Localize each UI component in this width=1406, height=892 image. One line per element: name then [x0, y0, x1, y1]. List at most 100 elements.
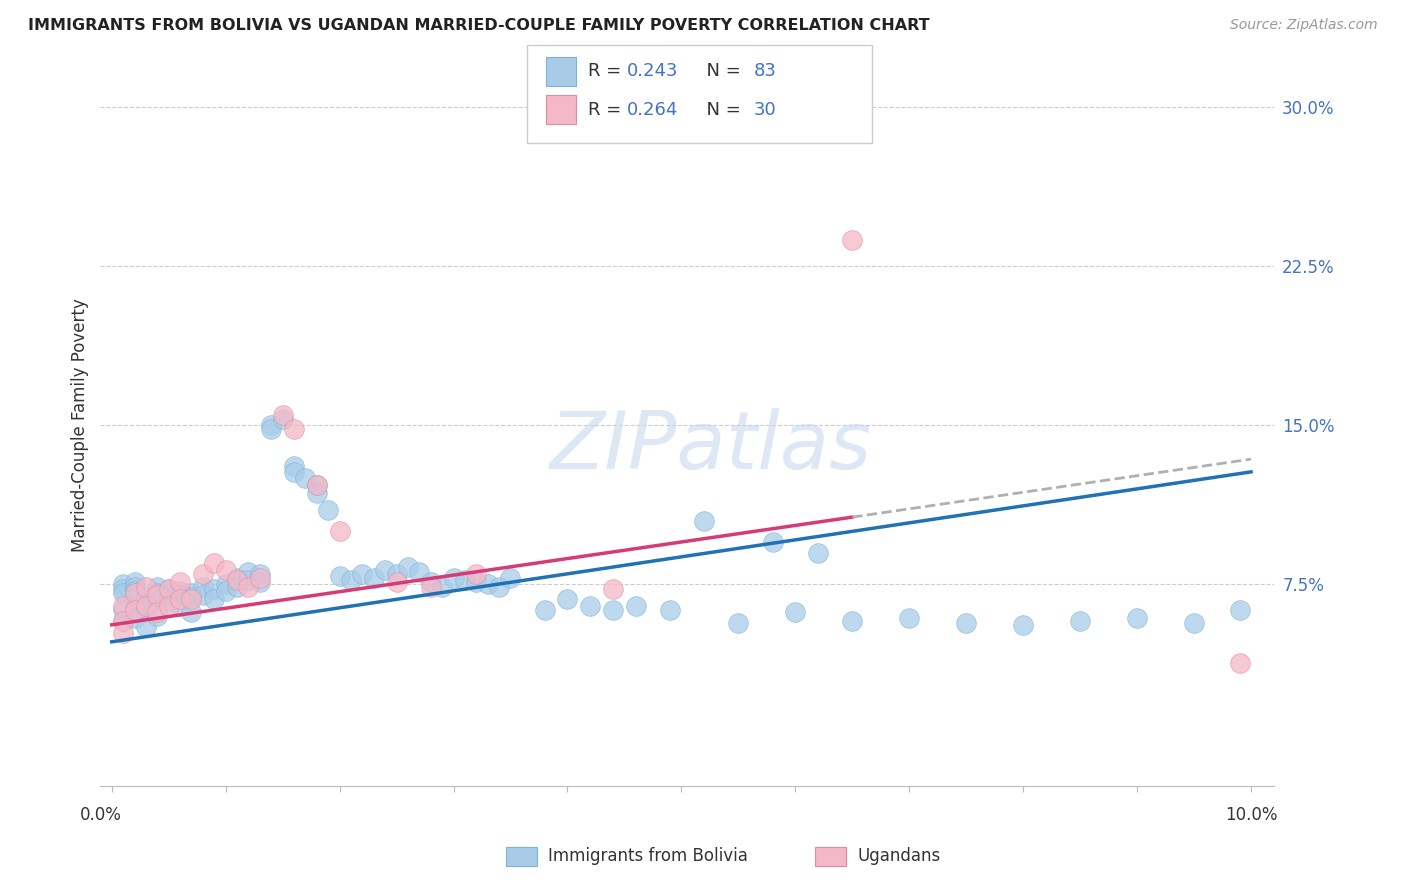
Point: [112, 599, 135, 613]
Point: [215, 563, 238, 577]
Point: [112, 603, 135, 617]
Point: [260, 422, 283, 436]
Point: [329, 524, 352, 539]
Point: [385, 566, 408, 581]
Text: 10.0%: 10.0%: [1225, 806, 1277, 824]
Point: [352, 566, 374, 581]
Point: [238, 565, 260, 579]
Point: [112, 614, 135, 628]
Point: [283, 422, 305, 436]
Point: [146, 609, 169, 624]
Point: [841, 233, 863, 247]
Point: [316, 503, 339, 517]
Point: [477, 577, 499, 591]
Point: [112, 577, 135, 591]
Text: Ugandans: Ugandans: [858, 847, 941, 865]
Point: [215, 577, 238, 591]
Point: [533, 603, 555, 617]
Text: 0.243: 0.243: [627, 62, 679, 80]
Point: [419, 575, 441, 590]
Point: [624, 599, 647, 613]
Point: [135, 599, 157, 613]
Point: [135, 591, 157, 605]
Point: [157, 594, 180, 608]
Point: [238, 580, 260, 594]
Point: [602, 603, 624, 617]
Text: R =: R =: [588, 62, 627, 80]
Point: [1069, 614, 1091, 628]
Point: [135, 580, 157, 594]
Point: [260, 418, 283, 433]
Point: [579, 599, 602, 613]
Point: [1229, 603, 1251, 617]
Point: [146, 586, 169, 600]
Point: [271, 408, 294, 422]
Point: [363, 571, 385, 585]
Text: 0.0%: 0.0%: [79, 806, 121, 824]
Point: [396, 560, 419, 574]
Point: [180, 591, 202, 605]
Point: [135, 597, 157, 611]
Text: 0.264: 0.264: [627, 101, 679, 119]
Point: [419, 580, 441, 594]
Point: [305, 477, 328, 491]
Point: [305, 486, 328, 500]
Point: [226, 571, 249, 585]
Point: [124, 600, 146, 615]
Text: ZIPatlas: ZIPatlas: [550, 408, 872, 486]
Point: [112, 582, 135, 596]
Point: [146, 588, 169, 602]
Point: [602, 582, 624, 596]
Point: [955, 615, 977, 630]
Text: 30: 30: [754, 101, 776, 119]
Point: [169, 583, 191, 598]
Point: [157, 582, 180, 596]
Text: 83: 83: [754, 62, 776, 80]
Point: [340, 573, 363, 587]
Text: R =: R =: [588, 101, 627, 119]
Point: [841, 614, 863, 628]
Point: [454, 573, 477, 587]
Point: [249, 575, 271, 590]
Point: [191, 588, 214, 602]
Point: [465, 566, 488, 581]
Text: Immigrants from Bolivia: Immigrants from Bolivia: [548, 847, 748, 865]
Point: [112, 626, 135, 640]
Point: [693, 514, 716, 528]
Point: [215, 583, 238, 598]
Point: [135, 620, 157, 634]
Point: [785, 605, 807, 619]
Point: [124, 580, 146, 594]
Point: [157, 599, 180, 613]
Point: [202, 582, 225, 596]
Point: [761, 535, 783, 549]
Text: IMMIGRANTS FROM BOLIVIA VS UGANDAN MARRIED-COUPLE FAMILY POVERTY CORRELATION CHA: IMMIGRANTS FROM BOLIVIA VS UGANDAN MARRI…: [28, 18, 929, 33]
Point: [180, 605, 202, 619]
Point: [430, 580, 453, 594]
Point: [226, 580, 249, 594]
Point: [294, 471, 316, 485]
Point: [157, 588, 180, 602]
Text: Source: ZipAtlas.com: Source: ZipAtlas.com: [1230, 18, 1378, 32]
Point: [249, 571, 271, 585]
Point: [112, 586, 135, 600]
Point: [124, 586, 146, 600]
Point: [898, 611, 921, 625]
Point: [305, 477, 328, 491]
Point: [202, 592, 225, 607]
Point: [146, 580, 169, 594]
Point: [271, 411, 294, 425]
Point: [112, 614, 135, 628]
Point: [169, 599, 191, 613]
Point: [124, 611, 146, 625]
Point: [180, 586, 202, 600]
Point: [157, 582, 180, 596]
Point: [191, 566, 214, 581]
Point: [135, 603, 157, 617]
Point: [374, 563, 396, 577]
Point: [488, 580, 510, 594]
Point: [659, 603, 682, 617]
Text: N =: N =: [695, 62, 747, 80]
Point: [1182, 615, 1205, 630]
Point: [249, 566, 271, 581]
